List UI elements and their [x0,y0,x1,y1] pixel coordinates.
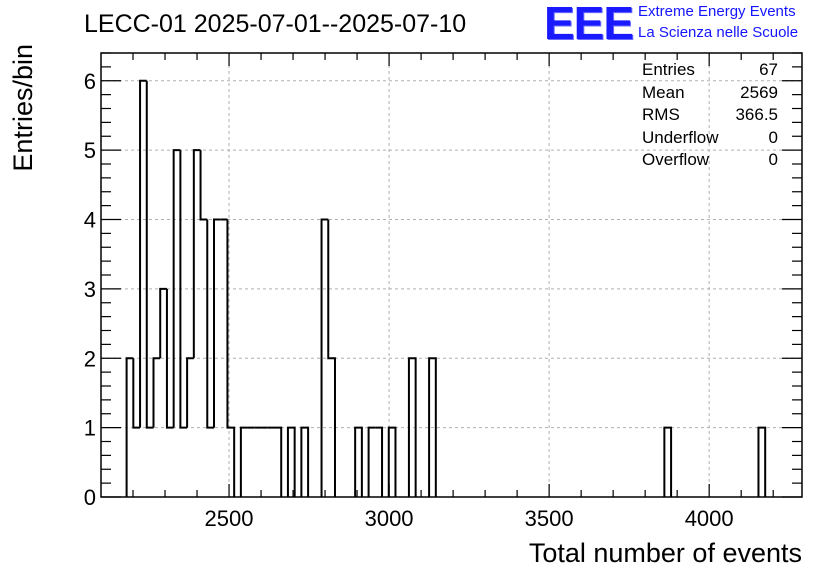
histogram-bin [239,426,248,497]
histogram-bin [320,218,329,497]
logo-line-1: Extreme Energy Events [638,3,796,20]
logo-line-2: La Scienza nelle Scuole [638,24,799,41]
y-tick-label: 1 [84,416,96,441]
histogram-bin [172,149,181,428]
stats-row-overflow: Overflow 0 [642,150,778,173]
stats-row-underflow: Underflow 0 [642,128,778,151]
grid-lines [101,53,802,497]
axis-ticks [101,52,802,498]
histogram-bin [132,358,141,429]
stats-label: Overflow [642,150,710,169]
stats-value: 0 [768,150,778,169]
stats-label: Underflow [642,127,719,147]
histogram-bin [125,357,134,497]
histogram-bin [165,288,174,429]
histogram-bin [274,426,283,497]
histogram-bin [199,150,208,221]
stats-row-mean: Mean 2569 [642,83,778,106]
chart-title: LECC-01 2025-07-01--2025-07-10 [84,10,467,38]
stats-value: 67 [759,60,778,79]
tick-labels: 2500 3000 3500 4000 0 1 2 3 4 5 6 [84,69,734,531]
histogram-bin [367,426,376,497]
histogram-bin [139,79,147,428]
histogram-bin [152,357,161,428]
histogram-bin [206,219,214,429]
x-tick-label: 3500 [525,506,574,531]
stats-box: Entries 67 Mean 2569 RMS 366.5 Underflow… [642,60,778,173]
histogram-bin [663,426,673,497]
histogram-bin [407,357,417,497]
histogram-bin [179,150,188,429]
y-axis-label: Entries/bin [8,44,38,172]
stats-row-entries: Entries 67 [642,60,778,83]
stats-value: 366.5 [735,105,778,124]
histogram-bin [757,426,767,497]
histogram-bin [387,426,397,497]
histogram-bin [186,357,194,428]
logo-mark: EEE [544,0,634,49]
x-tick-label: 4000 [685,506,734,531]
histogram-bin [354,426,363,497]
histogram-bin [428,357,437,497]
histogram-bin [286,426,296,497]
stats-label: Mean [642,82,685,102]
x-tick-label: 3000 [365,506,414,531]
histogram-bars [125,79,767,497]
stats-value: 0 [768,127,778,147]
y-tick-label: 0 [84,485,96,510]
stats-label: RMS [642,105,680,124]
x-tick-label: 2500 [205,506,254,531]
y-tick-label: 5 [84,138,96,163]
y-tick-label: 4 [84,208,96,233]
y-tick-label: 2 [84,346,96,371]
histogram-bin [145,80,154,429]
x-axis-label: Total number of events [529,538,802,568]
histogram-bin [300,426,310,497]
eee-logo: EEE Extreme Energy Events La Scienza nel… [544,0,834,49]
histogram-bin [192,149,201,359]
stats-row-rms: RMS 366.5 [642,105,778,128]
y-tick-label: 3 [84,277,96,302]
histogram-bin [226,219,236,497]
histogram-bin [212,218,221,428]
stats-value: 2569 [740,82,778,102]
histogram-bin [159,287,167,359]
stats-label: Entries [642,60,695,79]
y-tick-label: 6 [84,69,96,94]
histogram-bin [327,219,336,497]
histogram-bin [375,426,384,497]
